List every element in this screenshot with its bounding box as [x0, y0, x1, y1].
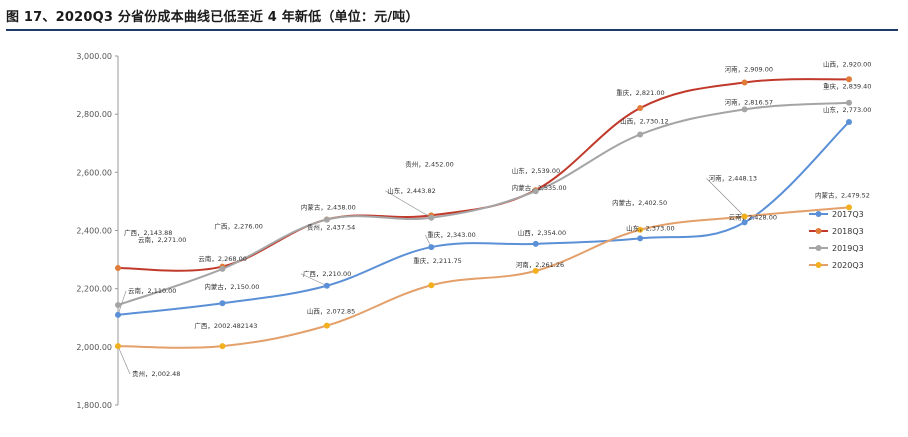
- data-label: 贵州，2,002.48: [132, 369, 180, 378]
- data-label: 广西，2,276.00: [214, 222, 262, 231]
- data-label: 重庆，2,211.75: [413, 256, 461, 265]
- data-point: [115, 311, 121, 318]
- label-leaders: [117, 178, 745, 375]
- y-tick-label: 2,800.00: [76, 110, 112, 119]
- data-label: 山西，2,730.12: [620, 116, 668, 125]
- data-point: [323, 282, 330, 289]
- legend-label-2020Q3: 2020Q3: [832, 261, 864, 270]
- series-line-2019Q3: [117, 101, 850, 306]
- legend-label-2018Q3: 2018Q3: [832, 227, 864, 236]
- data-point: [846, 99, 852, 106]
- y-tick-label: 2,600.00: [76, 168, 112, 177]
- series-lines: [117, 78, 850, 349]
- y-tick-label: 3,000.00: [76, 52, 112, 61]
- data-point: [428, 214, 435, 221]
- label-leader: [385, 190, 432, 219]
- data-label: 山西，2,354.00: [518, 228, 566, 237]
- data-point: [741, 79, 748, 86]
- data-point: [532, 267, 539, 274]
- data-point: [846, 119, 852, 126]
- data-label: 山东，2,539.00: [512, 166, 560, 175]
- legend-label-2017Q3: 2017Q3: [832, 210, 864, 219]
- legend-marker-2019Q3: [815, 245, 822, 251]
- data-label: 广西，2002.482143: [194, 321, 257, 330]
- series-markers: [115, 76, 852, 350]
- data-label: 山西，2,072.85: [307, 307, 355, 316]
- data-label: 重庆，2,839.40: [823, 82, 871, 91]
- y-tick-label: 2,400.00: [76, 227, 112, 236]
- data-label: 重庆，2,821.00: [616, 88, 664, 97]
- title-divider: [6, 29, 898, 31]
- data-point: [846, 76, 852, 83]
- data-label: 山西，2,920.00: [823, 59, 871, 68]
- label-leader: [117, 290, 127, 315]
- data-label: 内蒙古，2,535.00: [512, 183, 567, 192]
- data-label: 广西，2,210.00: [303, 269, 351, 278]
- data-label: 山东，2,773.00: [823, 105, 871, 114]
- data-point: [323, 322, 330, 329]
- data-label: 内蒙古，2,438.00: [301, 202, 356, 211]
- data-label: 贵州，2,437.54: [307, 223, 355, 232]
- data-point: [115, 301, 121, 308]
- data-point: [323, 216, 330, 223]
- y-tick-label: 2,000.00: [76, 343, 112, 352]
- legend-marker-2020Q3: [815, 262, 822, 268]
- data-label: 重庆，2,343.00: [427, 230, 475, 239]
- data-point: [637, 235, 644, 242]
- data-point: [115, 265, 121, 272]
- data-point: [741, 106, 748, 113]
- data-point: [637, 226, 644, 233]
- label-leader: [706, 178, 745, 217]
- data-point: [115, 343, 121, 350]
- data-label: 云南，2,428.00: [729, 212, 777, 221]
- legend-label-2019Q3: 2019Q3: [832, 244, 864, 253]
- label-leader: [300, 273, 327, 287]
- data-point: [741, 213, 748, 220]
- legend: 2017Q3 2018Q3 2019Q3 2020Q3: [809, 210, 864, 270]
- legend-marker-2017Q3: [815, 211, 822, 217]
- data-point: [428, 244, 435, 251]
- data-label: 山东，2,443.82: [387, 186, 435, 195]
- data-point: [532, 240, 539, 247]
- data-label: 云南，2,110.00: [128, 286, 176, 295]
- data-label: 云南，2,268.00: [198, 254, 246, 263]
- data-point: [637, 105, 644, 112]
- y-axis: 3,000.00 2,800.00 2,600.00 2,400.00 2,200.00…: [76, 52, 119, 410]
- chart-title: 图 17、2020Q3 分省份成本曲线已低至近 4 年新低（单位：元/吨）: [6, 10, 419, 25]
- data-label: 内蒙古，2,479.52: [815, 190, 870, 199]
- data-point: [219, 300, 226, 307]
- data-point: [219, 265, 226, 272]
- data-label: 山东，2,373.00: [626, 223, 674, 232]
- data-label: 内蒙古，2,150.00: [204, 282, 259, 291]
- data-label: 河南，2,909.00: [725, 64, 773, 73]
- data-point: [741, 219, 748, 226]
- data-label: 内蒙古，2,402.50: [612, 198, 667, 207]
- data-point: [846, 204, 852, 211]
- y-tick-label: 2,200.00: [76, 285, 112, 294]
- data-label: 贵州，2,452.00: [405, 159, 453, 168]
- data-label: 河南，2,448.13: [709, 174, 757, 183]
- data-labels: 云南，2,110.00 内蒙古，2,150.00 广西，2,210.00 重庆，2,3…: [124, 59, 871, 378]
- y-tick-label: 1,800.00: [76, 401, 112, 410]
- series-line-2020Q3: [117, 206, 850, 349]
- legend-marker-2018Q3: [815, 228, 822, 234]
- data-point: [219, 343, 226, 350]
- data-point: [637, 131, 644, 138]
- data-label: 广西，2,143.88: [124, 228, 172, 237]
- data-label: 云南，2,271.00: [138, 235, 186, 244]
- label-leader: [117, 345, 131, 375]
- data-point: [428, 282, 435, 289]
- data-point: [532, 188, 539, 195]
- data-label: 河南，2,261.26: [516, 260, 564, 269]
- data-label: 河南，2,816.57: [725, 97, 773, 106]
